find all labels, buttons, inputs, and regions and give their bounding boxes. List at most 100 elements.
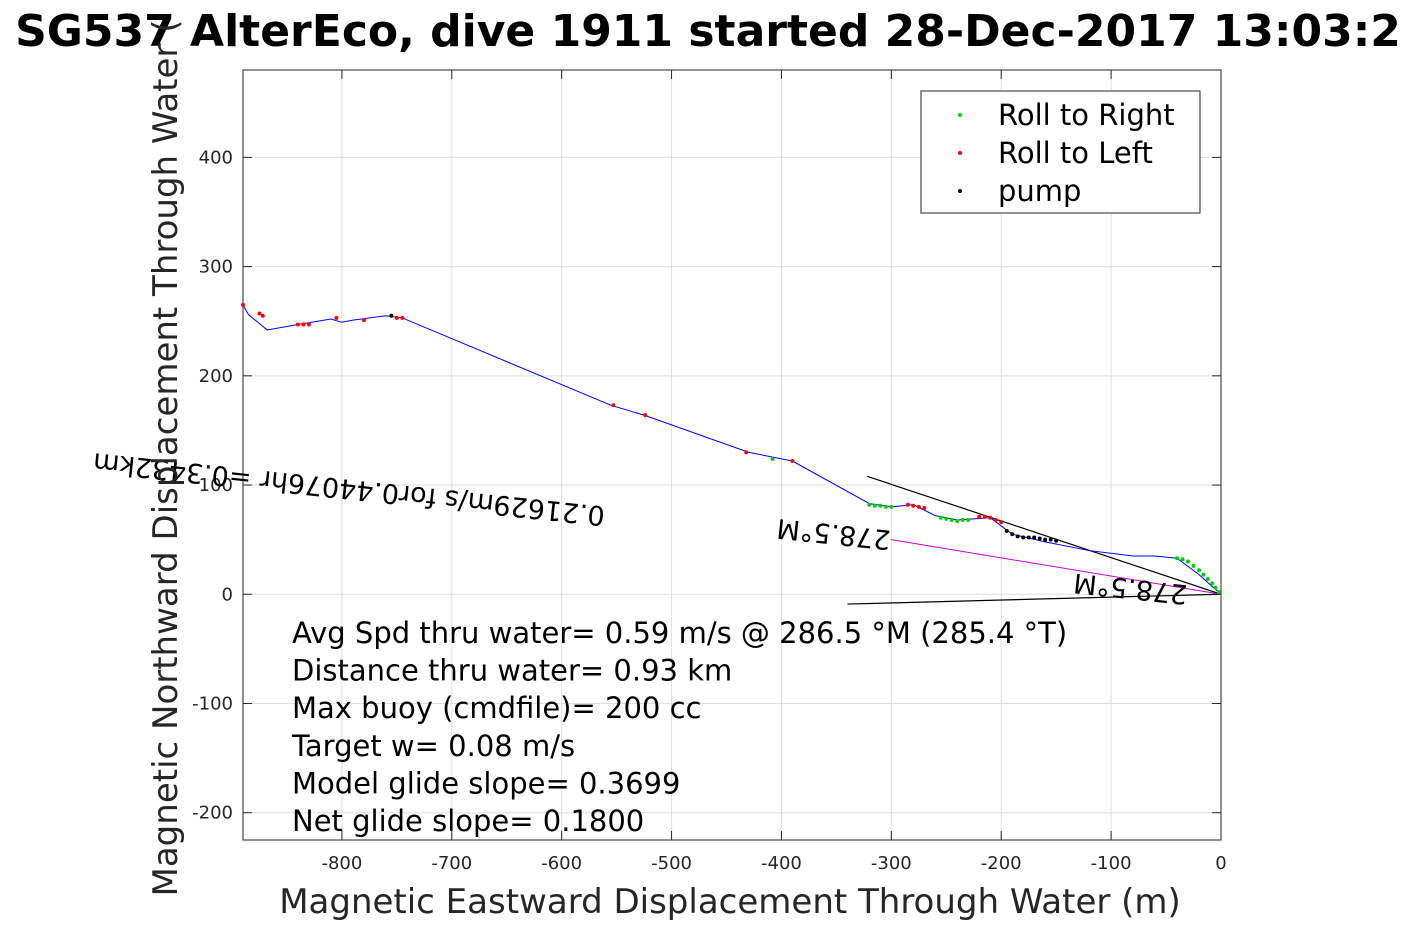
- info-block: Avg Spd thru water= 0.59 m/s @ 286.5 °M …: [291, 616, 1067, 838]
- roll-to-right-point: [960, 517, 965, 522]
- roll-to-left-point: [988, 515, 993, 520]
- rotated-annotation: 278.5°M: [1072, 567, 1189, 610]
- roll-to-left-point: [922, 505, 927, 510]
- info-line: Net glide slope= 0.1800: [292, 804, 644, 838]
- roll-to-left-point: [905, 502, 910, 507]
- x-tick-label: -600: [541, 853, 582, 874]
- x-tick-label: -500: [651, 853, 692, 874]
- legend-marker: [958, 189, 962, 193]
- roll-to-left-point: [916, 504, 921, 509]
- roll-to-right-point: [1201, 572, 1206, 577]
- roll-to-left-point: [257, 311, 262, 316]
- x-tick-label: -200: [981, 853, 1022, 874]
- roll-to-right-point: [938, 515, 943, 520]
- roll-to-right-point: [966, 517, 971, 522]
- roll-to-left-point: [744, 450, 749, 455]
- legend-marker: [958, 113, 962, 117]
- roll-to-left-point: [295, 322, 300, 327]
- roll-to-right-point: [889, 504, 894, 509]
- legend: Roll to Right Roll to Left pump: [920, 90, 1201, 214]
- pump-point: [1048, 537, 1053, 542]
- pump-point: [1026, 535, 1031, 540]
- y-tick-label: -100: [192, 693, 233, 714]
- roll-to-left-point: [790, 459, 795, 464]
- roll-to-right-point: [770, 456, 775, 461]
- current-line: [891, 539, 1222, 595]
- y-tick-label: 100: [199, 475, 233, 496]
- pump-point: [1043, 537, 1048, 542]
- heading-line: [847, 593, 1222, 605]
- roll-to-left-point: [977, 514, 982, 519]
- heading-line: [866, 475, 1222, 595]
- pump-point: [1037, 536, 1042, 541]
- info-line: Avg Spd thru water= 0.59 m/s @ 286.5 °M …: [292, 616, 1067, 650]
- series-points: [241, 302, 1221, 595]
- roll-to-left-point: [611, 403, 616, 408]
- legend-label: pump: [998, 174, 1081, 208]
- info-line: Target w= 0.08 m/s: [291, 729, 575, 763]
- roll-to-left-point: [301, 322, 306, 327]
- roll-to-left-point: [643, 413, 648, 418]
- roll-to-right-point: [1186, 559, 1191, 564]
- roll-to-right-point: [955, 519, 960, 524]
- pump-point: [389, 313, 394, 318]
- roll-to-left-point: [394, 315, 399, 320]
- info-line: Max buoy (cmdfile)= 200 cc: [292, 691, 701, 725]
- roll-to-left-point: [993, 517, 998, 522]
- x-axis-label: Magnetic Eastward Displacement Through W…: [279, 882, 1181, 922]
- y-tick-label: 400: [199, 147, 233, 168]
- roll-to-right-point: [872, 503, 877, 508]
- series-lines: [242, 304, 1222, 605]
- roll-to-right-point: [1216, 590, 1221, 595]
- info-line: Model glide slope= 0.3699: [292, 766, 680, 800]
- roll-to-left-point: [911, 503, 916, 508]
- roll-to-right-point: [1210, 581, 1215, 586]
- y-tick-label: 300: [199, 257, 233, 278]
- x-ticks: -800 -700 -600 -500 -400 -300 -200 -100 0: [321, 70, 1227, 874]
- legend-label: Roll to Left: [998, 136, 1153, 170]
- track-line: [242, 304, 1222, 595]
- info-line: Distance thru water= 0.93 km: [292, 654, 732, 688]
- roll-to-right-point: [867, 502, 872, 507]
- y-tick-label: 0: [222, 584, 233, 605]
- y-axis-label: Magnetic Northward Displacement Through …: [146, 20, 186, 897]
- x-tick-label: -100: [1091, 853, 1132, 874]
- roll-to-left-point: [400, 315, 405, 320]
- grid: [243, 70, 1222, 840]
- y-tick-label: -200: [192, 803, 233, 824]
- roll-to-left-point: [982, 514, 987, 519]
- roll-to-left-point: [306, 322, 311, 327]
- y-tick-label: 200: [199, 366, 233, 387]
- roll-to-right-point: [1205, 576, 1210, 581]
- x-tick-label: -700: [431, 853, 472, 874]
- x-tick-label: -800: [321, 853, 362, 874]
- x-tick-label: -400: [761, 853, 802, 874]
- roll-to-right-point: [1197, 568, 1202, 573]
- roll-to-left-point: [999, 520, 1004, 525]
- roll-to-left-point: [334, 315, 339, 320]
- x-tick-label: -300: [871, 853, 912, 874]
- roll-to-right-point: [878, 503, 883, 508]
- chart-title: SG537 AlterEco, dive 1911 started 28-Dec…: [15, 6, 1401, 57]
- roll-to-right-point: [944, 516, 949, 521]
- roll-to-right-point: [1175, 556, 1180, 561]
- pump-point: [1032, 535, 1037, 540]
- y-ticks: -200 -100 0 100 200 300 400: [192, 147, 1221, 824]
- roll-to-left-point: [241, 302, 245, 307]
- roll-to-right-point: [1213, 585, 1218, 590]
- roll-to-right-point: [1191, 563, 1196, 568]
- legend-marker: [958, 151, 962, 155]
- pump-point: [1021, 535, 1026, 540]
- legend-label: Roll to Right: [998, 98, 1175, 132]
- legend-box: [920, 90, 1201, 214]
- roll-to-left-point: [361, 318, 366, 323]
- roll-to-left-point: [260, 313, 265, 318]
- pump-point: [1015, 534, 1020, 539]
- roll-to-right-point: [1180, 557, 1185, 562]
- x-tick-label: 0: [1215, 853, 1226, 874]
- plot-frame: [242, 69, 1222, 841]
- pump-point: [1054, 538, 1059, 543]
- pump-point: [1004, 528, 1009, 533]
- roll-to-right-point: [949, 517, 954, 522]
